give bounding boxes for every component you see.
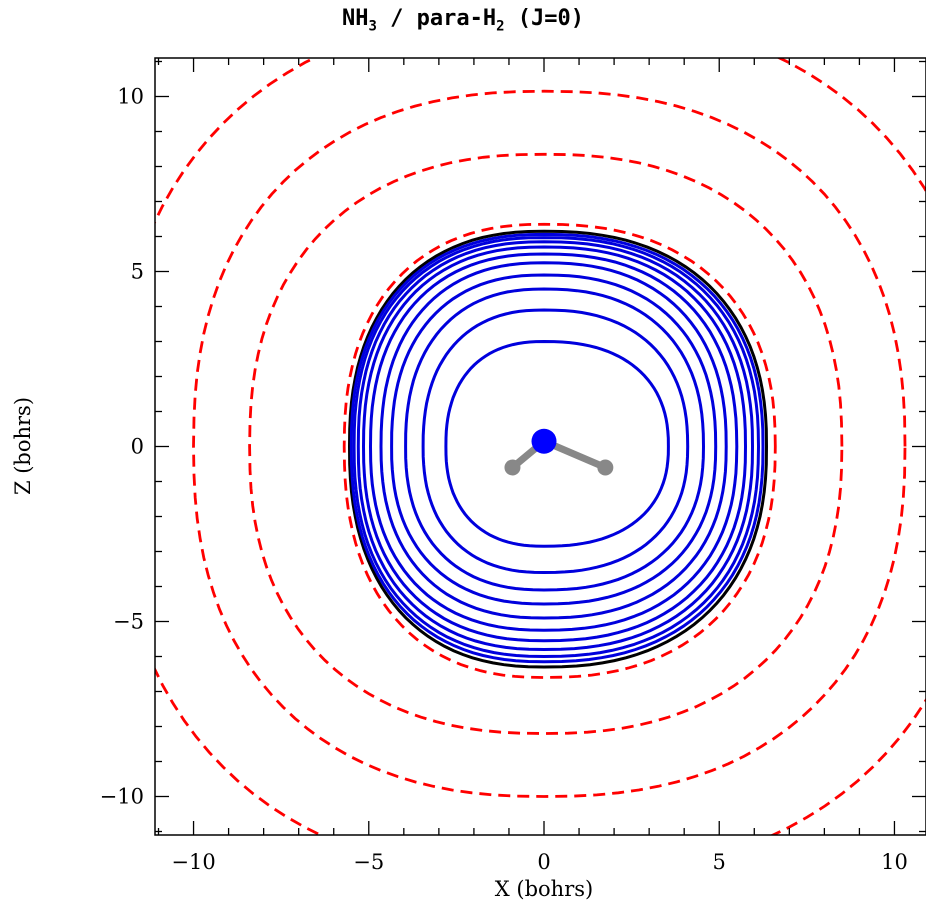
y-tick-label: −10 <box>100 785 144 809</box>
y-tick-label: −5 <box>113 610 144 634</box>
y-tick-label: 0 <box>131 435 144 459</box>
y-tick-label: 5 <box>131 260 144 284</box>
contour-dashed-0-2 <box>192 89 907 798</box>
center-atom <box>531 428 557 454</box>
contour-dashed-0-3 <box>155 58 926 835</box>
title-part1: NH <box>341 6 369 31</box>
contour-solid-2-2 <box>404 287 706 592</box>
tick-label-layer: −10 −5 0 5 10 −10 −5 0 5 10 <box>100 85 908 875</box>
contour-solid-2-4 <box>379 261 728 620</box>
contour-solid-1-0 <box>347 229 769 669</box>
molecule-layer <box>504 428 614 476</box>
title-sub1: 3 <box>368 18 377 35</box>
contour-solid-2-6 <box>361 245 748 643</box>
side-atom-1 <box>597 459 614 476</box>
contour-solid-2-1 <box>421 308 690 575</box>
side-atom-0 <box>504 459 521 476</box>
contour-dashed-0-1 <box>248 152 844 735</box>
title-part3: (J=0) <box>504 6 585 31</box>
y-axis-label: Z (bohrs) <box>11 397 35 495</box>
x-tick-label: −5 <box>353 850 384 874</box>
x-tick-label: 5 <box>713 850 726 874</box>
contour-solid-2-7 <box>356 240 755 652</box>
contour-solid-2-3 <box>390 273 718 606</box>
contour-layer <box>155 58 926 835</box>
x-tick-label: 0 <box>537 850 550 874</box>
chart-title: NH3 / para-H2 (J=0) <box>0 6 926 34</box>
contour-solid-2-8 <box>352 236 761 659</box>
contour-solid-2-9 <box>349 232 765 664</box>
y-tick-label: 10 <box>117 85 144 109</box>
title-part2: / para-H <box>376 6 497 31</box>
x-tick-label: −10 <box>171 850 215 874</box>
contour-solid-2-0 <box>444 339 670 548</box>
x-axis-label: X (bohrs) <box>495 877 593 901</box>
x-tick-label: 10 <box>881 850 908 874</box>
contour-solid-2-5 <box>368 252 739 632</box>
tick-layer <box>155 58 926 835</box>
title-sub2: 2 <box>496 18 505 35</box>
contour-dashed-0-0 <box>342 222 777 679</box>
